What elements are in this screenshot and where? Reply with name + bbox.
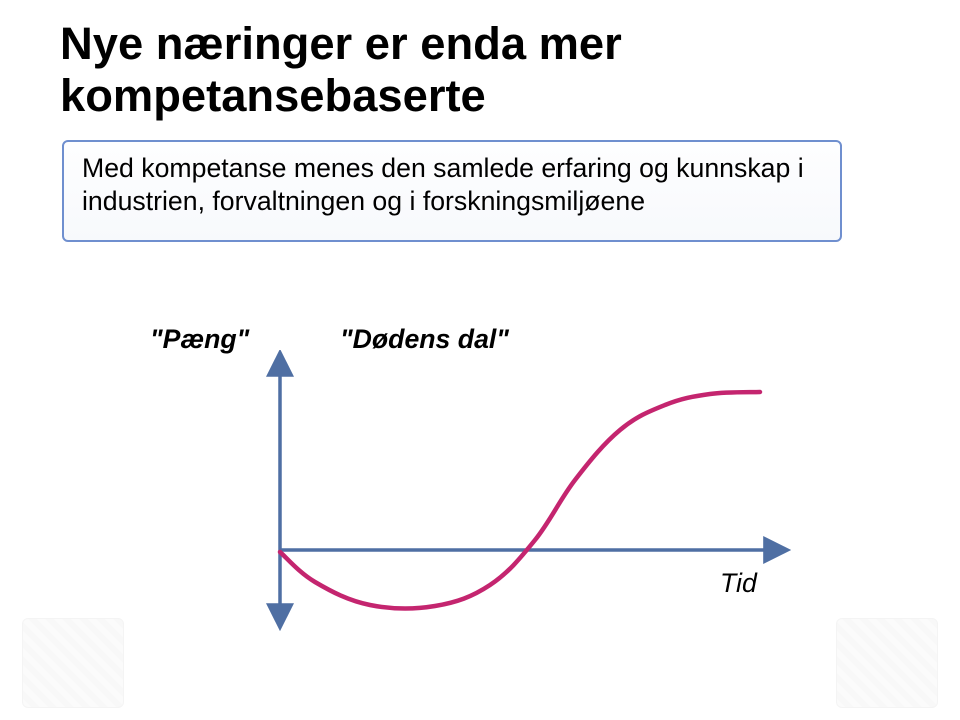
valley-of-death-chart xyxy=(260,350,800,640)
title-line-1: Nye næringer er enda mer xyxy=(60,18,622,69)
page-title: Nye næringer er enda mer kompetansebaser… xyxy=(60,18,622,122)
title-line-2: kompetansebaserte xyxy=(60,70,486,121)
callout-text: Med kompetanse menes den samlede erfarin… xyxy=(82,152,822,219)
y-axis-label: "Pæng" xyxy=(150,324,249,355)
seal-logo-right xyxy=(836,618,938,708)
chart-svg xyxy=(260,350,800,640)
callout-line-1: Med kompetanse menes den samlede erfarin… xyxy=(82,153,804,183)
callout-line-2: industrien, forvaltningen og i forskning… xyxy=(82,186,645,216)
definition-callout: Med kompetanse menes den samlede erfarin… xyxy=(62,140,842,242)
seal-logo-left xyxy=(22,618,124,708)
